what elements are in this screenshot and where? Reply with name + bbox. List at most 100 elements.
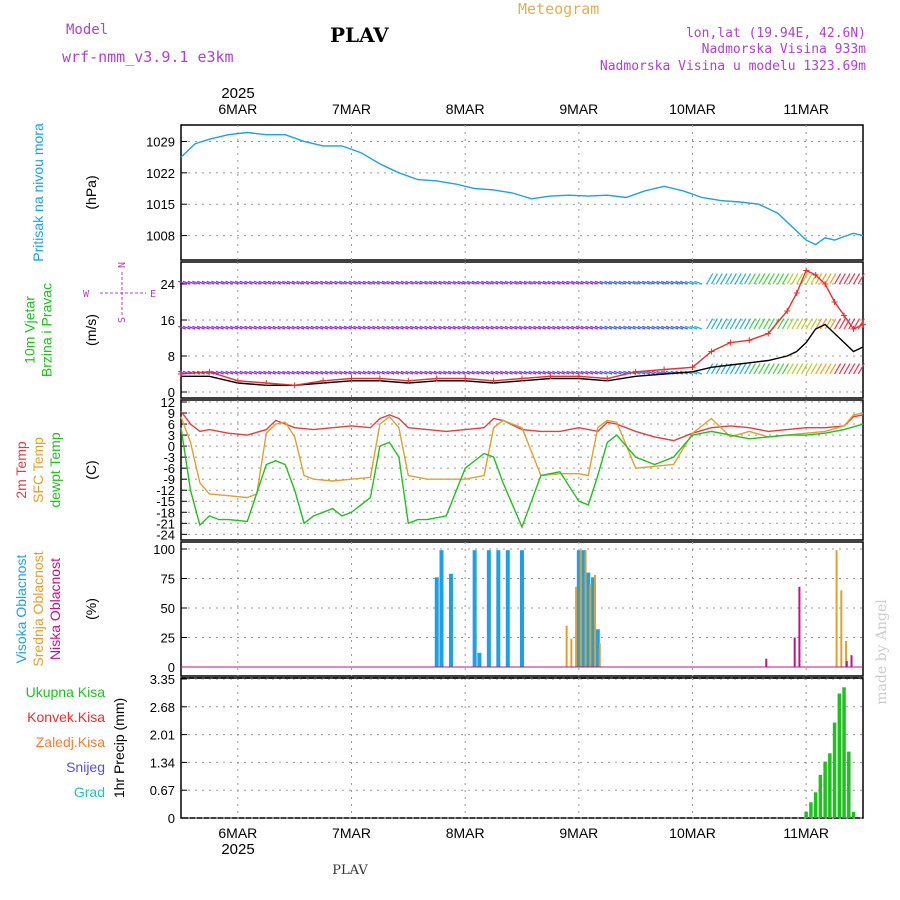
legend-label: Snijeg [66,759,105,775]
date-label-top: 8MAR [446,101,485,117]
bar-precip-0 [828,753,832,818]
wind-barb [178,325,186,330]
wind-barb [791,363,799,375]
wind-barb [744,318,752,330]
wind-barb [680,325,688,330]
wind-barb [362,325,371,330]
wind-barb [206,325,215,330]
wind-barb [786,318,794,330]
wind-barb [829,363,837,375]
y-axis-label: Pritisak na nivou mora [30,123,46,262]
gust-marker [727,339,734,346]
wind-barb [689,325,698,330]
panel-frame-wind [180,261,864,399]
wind-barb [267,280,276,285]
gust-marker [746,337,753,344]
gust-marker [850,326,857,332]
bar-precip-0 [809,802,813,818]
wind-barb [800,273,808,285]
wind-barb [433,325,442,330]
wind-barb [547,325,556,330]
wind-barb [244,370,253,375]
wind-barb [381,370,390,375]
wind-barb [627,325,636,330]
y-tick-label: 2.01 [150,728,175,743]
y-tick-label: 6 [168,417,175,432]
wind-barb [819,318,827,330]
wind-barb [410,370,419,375]
wind-barb [239,325,248,330]
y-tick-label: 3.35 [150,672,175,687]
gust-marker [784,308,791,314]
wind-barb [805,318,813,330]
wind-barb [561,325,570,330]
wind-barb [523,370,532,375]
wind-barb [734,363,742,375]
wind-barb [239,280,248,285]
wind-barb [838,318,846,330]
wind-barb [215,325,224,330]
wind-barb [608,370,617,375]
wind-barb [637,280,646,285]
wind-barb [715,318,723,330]
y-tick-label: 1.34 [150,755,175,770]
gust-marker [234,377,241,384]
wind-barb [225,325,234,330]
wind-barb [495,280,504,285]
wind-barb [729,273,737,285]
wind-barb [594,325,603,330]
wind-barb [763,318,771,330]
wind-barb [400,370,409,375]
wind-barb [613,280,622,285]
wind-barb [853,273,861,285]
wind-barb [786,273,794,285]
wind-barb [249,370,257,375]
wind-barb [424,370,433,375]
wind-barb [357,280,366,285]
wind-barb [848,273,856,285]
wind-barb [791,318,799,330]
wind-barb [781,363,790,375]
bar-clouds-1 [840,590,843,667]
wind-barb [675,325,684,330]
y-tick-label: -9 [163,472,175,487]
wind-barb [438,280,447,285]
wind-barb [466,325,475,330]
wind-barb [632,280,641,285]
wind-barb [267,370,276,375]
wind-barb [753,318,761,330]
wind-barb [656,325,665,330]
wind-barb [357,325,366,330]
y-tick-label: 0.67 [150,783,175,798]
y-tick-label: 1008 [146,229,175,244]
date-label-top: 11MAR [783,101,829,117]
wind-barb [471,325,480,330]
wind-barb [604,325,613,330]
wind-barb [485,280,494,285]
wind-barb [710,318,718,330]
y-axis-label: dewpt Temp [47,432,63,507]
wind-barb [623,280,632,285]
wind-barb [447,325,456,330]
wind-barb [263,280,272,285]
wind-barb [767,273,775,285]
wind-barb [514,370,523,375]
wind-barb [391,325,400,330]
wind-barb [763,273,771,285]
wind-barb [353,370,362,375]
wind-barb [476,370,485,375]
wind-barb [509,325,518,330]
bar-clouds-2 [793,637,796,667]
credit-watermark: made by Angel [874,599,890,705]
wind-barb [566,370,575,375]
bar-clouds-1 [845,641,848,667]
wind-barb [410,325,419,330]
wind-barb [201,280,210,285]
year-label-top: 2025 [221,85,254,102]
date-label-bottom: 7MAR [332,825,371,841]
bar-clouds-1 [575,586,578,667]
wind-barb [604,370,613,375]
wind-barb [329,280,338,285]
y-tick-label: -12 [156,483,175,498]
wind-barb [310,370,319,375]
